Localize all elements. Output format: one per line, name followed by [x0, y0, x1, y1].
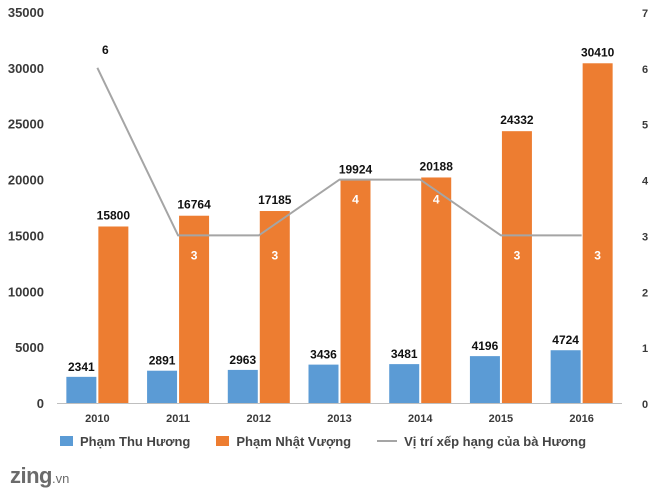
data-label-nhat-vuong: 19924: [339, 162, 373, 176]
data-label-thu-huong: 3481: [391, 347, 418, 361]
legend-label-nhat-vuong: Phạm Nhật Vượng: [236, 433, 352, 449]
data-label-nhat-vuong: 30410: [581, 45, 615, 59]
data-label-ranking: 3: [594, 248, 601, 262]
data-label-nhat-vuong: 20188: [420, 159, 454, 173]
data-label-thu-huong: 4196: [472, 339, 499, 353]
data-label-thu-huong: 2341: [68, 360, 95, 374]
x-tick-label: 2010: [85, 413, 109, 425]
data-label-ranking: 3: [514, 248, 521, 262]
legend-label-ranking: Vị trí xếp hạng của bà Hương: [404, 433, 587, 449]
y-tick-label: 0: [37, 396, 44, 411]
data-label-thu-huong: 3436: [310, 348, 337, 362]
bar-thu-huong: [389, 364, 420, 403]
legend-swatch-thu-huong: [60, 436, 73, 446]
legend-swatch-nhat-vuong: [216, 436, 230, 446]
bar-nhat-vuong: [582, 63, 613, 403]
data-label-nhat-vuong: 24332: [500, 113, 534, 127]
logo-brand: zing: [10, 463, 53, 488]
data-label-thu-huong: 2963: [229, 353, 256, 367]
data-label-ranking: 3: [191, 248, 198, 262]
y2-tick-label: 1: [642, 343, 648, 355]
y2-tick-label: 0: [642, 399, 648, 411]
bar-nhat-vuong: [179, 215, 210, 403]
x-tick-label: 2013: [327, 413, 351, 425]
data-label-thu-huong: 4724: [552, 333, 579, 347]
y-tick-label: 25000: [8, 117, 44, 132]
legend-item-thu-huong: Phạm Thu Hương: [60, 434, 190, 449]
bar-thu-huong: [66, 376, 97, 403]
legend-item-ranking: Vị trí xếp hạng của bà Hương: [377, 434, 586, 449]
y2-tick-label: 5: [642, 120, 648, 132]
bar-thu-huong: [308, 364, 339, 403]
data-label-nhat-vuong: 17185: [258, 193, 292, 207]
bar-nhat-vuong: [421, 177, 452, 403]
y-tick-label: 30000: [8, 61, 44, 76]
y-tick-label: 10000: [8, 284, 44, 299]
x-tick-label: 2011: [166, 413, 190, 425]
combo-chart: 0500010000150002000025000300003500001234…: [8, 5, 649, 425]
bar-thu-huong: [550, 350, 581, 403]
x-tick-label: 2012: [247, 413, 271, 425]
data-label-nhat-vuong: 15800: [97, 208, 131, 222]
zing-logo: zing .vn: [10, 463, 69, 489]
y-tick-label: 20000: [8, 173, 44, 188]
y-tick-label: 35000: [8, 5, 44, 20]
x-tick-label: 2014: [408, 413, 433, 425]
bar-thu-huong: [227, 369, 258, 403]
y-tick-label: 15000: [8, 228, 44, 243]
x-tick-label: 2015: [489, 413, 513, 425]
bar-nhat-vuong: [501, 131, 532, 403]
series-line-ranking: [96, 67, 582, 237]
bar-thu-huong: [469, 356, 500, 403]
y2-tick-label: 7: [642, 8, 648, 20]
y2-tick-label: 6: [642, 64, 648, 76]
y-tick-label: 5000: [15, 340, 44, 355]
bar-thu-huong: [147, 370, 178, 403]
logo-suffix: .vn: [52, 471, 70, 486]
data-label-thu-huong: 2891: [149, 354, 176, 368]
y2-tick-label: 4: [642, 176, 649, 188]
data-label-ranking: 4: [433, 193, 440, 207]
legend-label-thu-huong: Phạm Thu Hương: [80, 433, 191, 449]
bar-nhat-vuong: [259, 211, 290, 403]
data-label-nhat-vuong: 16764: [177, 198, 211, 212]
legend-swatch-ranking: [377, 440, 398, 442]
y2-tick-label: 2: [642, 287, 648, 299]
bar-nhat-vuong: [98, 226, 129, 403]
legend: Phạm Thu Hương Phạm Nhật Vượng Vị trí xế…: [60, 432, 612, 450]
y2-tick-label: 3: [642, 231, 648, 243]
bar-nhat-vuong: [340, 180, 371, 403]
x-tick-label: 2016: [569, 413, 593, 425]
legend-item-nhat-vuong: Phạm Nhật Vượng: [216, 434, 351, 449]
data-label-ranking: 6: [102, 43, 109, 57]
data-label-ranking: 4: [352, 193, 359, 207]
data-label-ranking: 3: [271, 248, 278, 262]
